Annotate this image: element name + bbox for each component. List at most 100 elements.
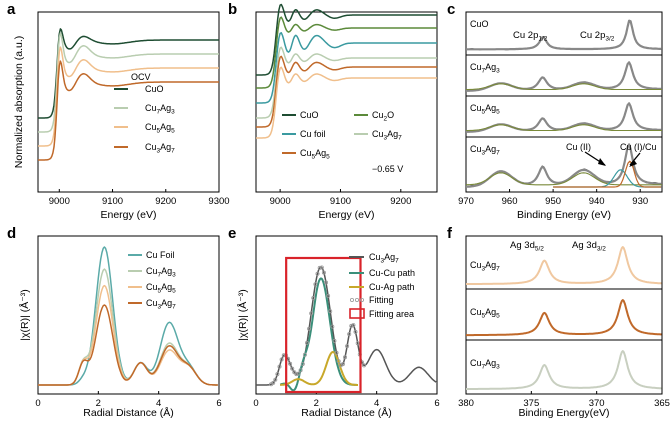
panel-e-fitting-point — [351, 323, 356, 328]
panel-c-x-tick-label: 940 — [589, 196, 605, 207]
panel-d-legend-label: Cu Foil — [146, 250, 175, 260]
panel-e-legend-swatch — [349, 308, 365, 319]
panel-b-legend-label: Cu foil — [300, 129, 326, 139]
panel-d-label: d — [7, 225, 16, 242]
panel-d-legend-label: Cu7Ag3 — [146, 266, 176, 279]
panel-b-legend-label: Cu2O — [372, 110, 394, 123]
panel-e-fitting-point — [321, 270, 326, 275]
panel-e-fitting-point — [277, 364, 282, 369]
panel-e-legend-label: Fitting area — [369, 309, 414, 319]
panel-e-legend-label: Cu-Ag path — [369, 282, 415, 292]
panel-e-fitting-point — [315, 271, 320, 276]
panel-f-x-tick-label: 370 — [589, 398, 605, 409]
panel-f-series-0 — [466, 246, 662, 285]
panel-c-x-tick-label: 960 — [502, 196, 518, 207]
panel-e-fitting-point — [334, 350, 339, 355]
panel-e-fitting-point — [319, 265, 324, 270]
panel-a-series-1 — [38, 32, 219, 133]
panel-c-peak-label-2p32: Cu 2p3/2 — [580, 30, 615, 43]
panel-c-arrowhead-cu1 — [629, 160, 637, 167]
panel-c-frame — [465, 11, 663, 193]
panel-e-legend-swatch — [349, 297, 354, 302]
panel-e-x-tick-label: 0 — [253, 398, 258, 409]
panel-e-fitting-point — [300, 361, 305, 366]
panel-b-series-1 — [256, 16, 437, 89]
panel-c-annotation-cu2: Cu (II) — [566, 142, 591, 152]
panel-b-x-tick-label: 9200 — [390, 196, 411, 207]
panel-b-series-5 — [256, 66, 437, 139]
panel-b-x-tick-label: 9000 — [270, 196, 291, 207]
panel-e-x-tick-label: 6 — [434, 398, 439, 409]
panel-c-component-1 — [466, 83, 662, 91]
panel-e-label: e — [228, 225, 236, 242]
panel-e-fitting-point — [273, 377, 278, 382]
panel-f-series-2 — [466, 350, 662, 390]
panel-d-series-0 — [38, 246, 218, 386]
panel-a-frame — [37, 11, 220, 193]
panel-c-sample-label: Cu3Ag7 — [470, 144, 500, 157]
panel-e-x-tick-label: 2 — [314, 398, 319, 409]
panel-f-x-tick-label: 365 — [654, 398, 670, 409]
panel-e-fitting-point — [349, 323, 354, 328]
panel-c-xlabel: Binding Energy (eV) — [517, 209, 611, 221]
panel-e-fitting-point — [345, 344, 350, 349]
panel-b-legend-label: Cu3Ag7 — [372, 129, 402, 142]
panel-f-sample-label: Cu7Ag3 — [470, 358, 500, 371]
panel-a-xlabel: Energy (eV) — [100, 209, 156, 221]
panel-e-fitting-point — [326, 293, 331, 298]
panel-a-legend-label: Cu7Ag3 — [145, 103, 175, 116]
panel-d-xlabel: Radial Distance (Å) — [83, 406, 173, 419]
panel-e-legend-label: Cu-Cu path — [369, 268, 415, 278]
panel-b-frame — [255, 11, 438, 193]
panel-e-fitting-point — [279, 357, 284, 362]
panel-c-label: c — [447, 1, 455, 18]
panel-f-peak-label-3d32: Ag 3d3/2 — [572, 240, 606, 253]
panel-c-sample-label: Cu7Ag3 — [470, 62, 500, 75]
panel-d-x-tick-label: 0 — [35, 398, 40, 409]
panel-f-x-tick-label: 375 — [523, 398, 539, 409]
panel-e-legend-swatch — [354, 297, 359, 302]
panel-c-fit-3 — [465, 143, 662, 188]
panel-d-legend-label: Cu5Ag5 — [146, 282, 176, 295]
panel-b-legend-label: CuO — [300, 110, 319, 120]
panel-f-series-1 — [466, 299, 662, 337]
panel-e-legend-label: Cu3Ag7 — [369, 252, 399, 265]
panel-b-legend-label: Cu5Ag5 — [300, 148, 330, 161]
panel-e-legend-label: Fitting — [369, 295, 394, 305]
panel-a-legend-title: OCV — [131, 72, 151, 82]
panel-d-ylabel: |χ(R)| (Å⁻³) — [18, 289, 31, 341]
panel-d-x-tick-label: 6 — [216, 398, 221, 409]
panel-e-fitting-point — [347, 332, 352, 337]
panel-e-fitting-point — [275, 372, 280, 377]
panel-f-xlabel: Binding Energy(eV) — [518, 407, 609, 419]
panel-a-x-tick-label: 9300 — [208, 196, 229, 207]
panel-e-xlabel: Radial Distance (Å) — [301, 406, 391, 419]
panel-a-legend-label: Cu5Ag5 — [145, 122, 175, 135]
panel-e-fitting-point — [304, 340, 309, 345]
panel-e-fitting-point — [311, 295, 316, 300]
panel-c-sample-label: CuO — [470, 19, 489, 29]
panel-e-fitting-point — [355, 341, 360, 346]
panel-e-fitting-point — [302, 352, 307, 357]
panel-a-series-2 — [38, 46, 219, 147]
panel-c-x-tick-label: 930 — [632, 196, 648, 207]
panel-e-fitting-point — [309, 311, 314, 316]
panel-b-series-0 — [256, 3, 437, 76]
panel-a-x-tick-label: 9000 — [49, 196, 70, 207]
panel-c-peak-label-2p12: Cu 2p1/2 — [513, 30, 548, 43]
panel-c-arrow-cu1 — [629, 152, 641, 166]
panel-e-fitting-point — [313, 282, 318, 287]
panel-c-x-tick-label: 950 — [545, 196, 561, 207]
panel-e-fitting-point — [353, 329, 358, 334]
panel-a-legend-label: Cu3Ag7 — [145, 142, 175, 155]
panel-e-fitting-point — [298, 368, 303, 373]
panel-e-fitting-point — [271, 380, 276, 385]
panel-e-fitting-point — [288, 361, 293, 366]
panel-e-legend-swatch — [359, 297, 364, 302]
panel-e-fitting-point — [317, 265, 322, 270]
panel-d-series-3 — [38, 304, 218, 386]
panel-e-fitting-point — [340, 362, 345, 367]
panel-c-x-tick-label: 970 — [458, 196, 474, 207]
panel-e-cuag-path — [280, 351, 359, 386]
